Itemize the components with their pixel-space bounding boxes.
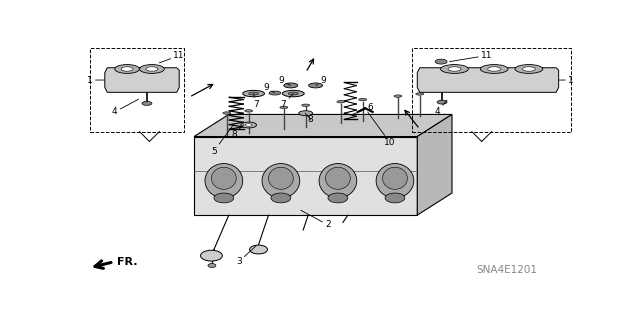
Ellipse shape (448, 67, 461, 71)
Text: 1: 1 (87, 76, 105, 85)
Ellipse shape (299, 111, 312, 116)
Ellipse shape (262, 164, 300, 198)
Ellipse shape (440, 64, 468, 73)
Polygon shape (417, 68, 559, 92)
Ellipse shape (480, 64, 508, 73)
Text: FR.: FR. (117, 257, 138, 267)
Ellipse shape (250, 245, 268, 254)
Ellipse shape (394, 95, 402, 97)
Text: 11: 11 (449, 51, 492, 62)
Ellipse shape (271, 193, 291, 203)
Ellipse shape (376, 164, 414, 198)
Ellipse shape (241, 122, 257, 128)
Ellipse shape (269, 91, 281, 95)
Text: 7: 7 (280, 93, 293, 109)
Text: 10: 10 (367, 112, 396, 147)
Text: 7: 7 (253, 93, 259, 109)
Text: 4: 4 (435, 100, 447, 116)
Ellipse shape (337, 100, 345, 103)
Ellipse shape (326, 167, 350, 189)
Ellipse shape (223, 112, 231, 114)
Ellipse shape (282, 90, 304, 97)
Ellipse shape (245, 124, 252, 126)
Ellipse shape (115, 64, 140, 73)
Ellipse shape (308, 83, 323, 88)
Text: 9: 9 (316, 76, 326, 85)
Ellipse shape (142, 101, 152, 105)
Ellipse shape (301, 104, 310, 107)
Text: 9: 9 (278, 76, 291, 85)
Ellipse shape (319, 164, 356, 198)
Ellipse shape (435, 59, 447, 64)
Ellipse shape (385, 193, 405, 203)
Ellipse shape (515, 64, 543, 73)
Text: 8: 8 (231, 125, 244, 138)
Ellipse shape (211, 167, 236, 189)
Text: 6: 6 (353, 102, 373, 115)
Text: SNA4E1201: SNA4E1201 (477, 265, 538, 275)
Ellipse shape (244, 110, 253, 112)
Ellipse shape (488, 67, 500, 71)
Ellipse shape (284, 83, 298, 88)
Ellipse shape (437, 100, 447, 104)
Ellipse shape (248, 92, 259, 95)
Polygon shape (417, 115, 452, 215)
Ellipse shape (214, 193, 234, 203)
Ellipse shape (522, 67, 535, 71)
Text: 2: 2 (301, 210, 331, 229)
Ellipse shape (280, 106, 288, 109)
Ellipse shape (383, 167, 407, 189)
Text: 8: 8 (305, 113, 314, 124)
Ellipse shape (121, 67, 133, 71)
Ellipse shape (200, 250, 222, 261)
Text: 5: 5 (211, 124, 234, 156)
Ellipse shape (359, 98, 367, 101)
Text: 11: 11 (159, 51, 185, 63)
Text: 3: 3 (236, 246, 256, 266)
Text: 4: 4 (112, 99, 138, 116)
Ellipse shape (208, 263, 216, 267)
Ellipse shape (243, 90, 264, 97)
Ellipse shape (140, 64, 164, 73)
Ellipse shape (269, 167, 293, 189)
Ellipse shape (205, 164, 243, 198)
Ellipse shape (288, 92, 298, 95)
Ellipse shape (146, 67, 158, 71)
Polygon shape (194, 137, 417, 215)
Text: 1: 1 (559, 76, 574, 85)
Text: 9: 9 (263, 83, 275, 93)
Polygon shape (194, 115, 452, 137)
Ellipse shape (416, 93, 424, 95)
Polygon shape (105, 68, 179, 92)
Ellipse shape (328, 193, 348, 203)
